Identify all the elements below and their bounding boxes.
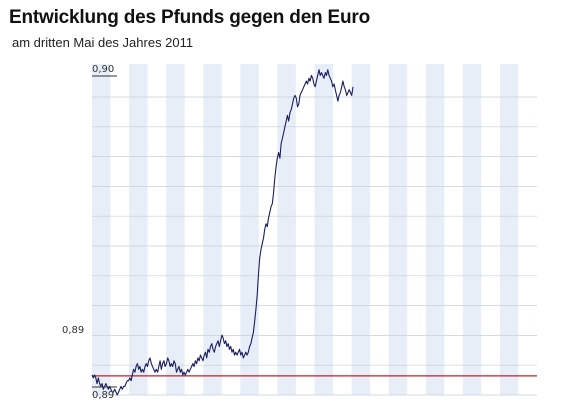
chart-title: Entwicklung des Pfunds gegen den Euro [9, 7, 371, 28]
background-band [240, 64, 259, 395]
background-band [314, 64, 333, 395]
background-band [166, 64, 185, 395]
tick-reference: 0,89 [62, 325, 84, 336]
chart-subtitle: am dritten Mai des Jahres 2011 [12, 35, 194, 50]
background-band [388, 64, 408, 395]
background-band [203, 64, 222, 395]
tick-label-top: 0,90 [92, 64, 114, 75]
series-line-gbp-eur [91, 69, 354, 396]
background-bands [92, 64, 519, 395]
tick-label-reference: 0,89 [62, 325, 84, 336]
horizontal-gridlines [92, 96, 537, 396]
background-band [277, 64, 296, 395]
tick-label-bottom: 0,89 [92, 390, 114, 401]
background-band [129, 64, 148, 395]
background-band [425, 64, 445, 395]
tick-bottom: 0,89 [92, 386, 117, 401]
background-band [92, 64, 111, 395]
background-band [351, 64, 371, 395]
background-band [499, 64, 519, 395]
tick-top: 0,90 [92, 64, 117, 77]
background-band [462, 64, 482, 395]
